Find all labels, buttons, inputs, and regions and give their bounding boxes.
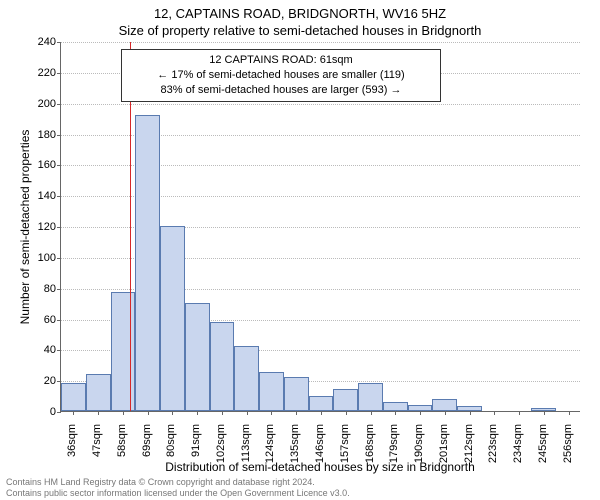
legend-line1: 12 CAPTAINS ROAD: 61sqm [128,53,434,68]
y-tick-mark [57,320,61,321]
y-tick-label: 220 [16,67,56,79]
x-tick-label: 124sqm [264,424,276,474]
histogram-bar [111,292,136,411]
histogram-bar [284,377,309,411]
x-tick-mark [371,411,372,415]
y-tick-label: 160 [16,159,56,171]
legend-box: 12 CAPTAINS ROAD: 61sqm← 17% of semi-det… [121,49,441,102]
histogram-bar [358,383,383,411]
x-tick-label: 135sqm [289,424,301,474]
y-tick-mark [57,258,61,259]
histogram-bar [333,389,358,411]
histogram-bar [210,322,235,411]
gridline [61,104,580,105]
x-tick-mark [172,411,173,415]
chart-title-line2: Size of property relative to semi-detach… [0,23,600,38]
y-tick-mark [57,381,61,382]
histogram-bar [259,372,284,411]
footer-line2: Contains public sector information licen… [6,488,350,498]
x-tick-mark [222,411,223,415]
x-tick-label: 168sqm [364,424,376,474]
x-tick-label: 223sqm [487,424,499,474]
histogram-bar [160,226,185,411]
y-tick-label: 200 [16,98,56,110]
y-tick-mark [57,289,61,290]
y-tick-mark [57,165,61,166]
x-tick-mark [470,411,471,415]
chart-title-line1: 12, CAPTAINS ROAD, BRIDGNORTH, WV16 5HZ [0,6,600,21]
x-tick-mark [494,411,495,415]
plot-area: 12 CAPTAINS ROAD: 61sqm← 17% of semi-det… [60,42,580,412]
histogram-bar [185,303,210,411]
x-tick-label: 245sqm [537,424,549,474]
x-tick-mark [321,411,322,415]
x-tick-label: 212sqm [463,424,475,474]
y-tick-mark [57,135,61,136]
footer-attribution: Contains HM Land Registry data © Crown c… [6,477,594,498]
y-tick-label: 180 [16,129,56,141]
x-tick-label: 157sqm [339,424,351,474]
x-tick-label: 102sqm [215,424,227,474]
y-tick-label: 100 [16,252,56,264]
x-tick-mark [271,411,272,415]
chart-container: 12, CAPTAINS ROAD, BRIDGNORTH, WV16 5HZ … [0,0,600,500]
x-tick-mark [544,411,545,415]
legend-line2: ← 17% of semi-detached houses are smalle… [128,68,434,83]
y-tick-label: 80 [16,283,56,295]
x-tick-mark [420,411,421,415]
y-tick-mark [57,350,61,351]
y-tick-label: 0 [16,406,56,418]
x-tick-label: 256sqm [562,424,574,474]
y-tick-mark [57,73,61,74]
x-tick-label: 47sqm [91,424,103,474]
x-tick-mark [519,411,520,415]
x-tick-label: 179sqm [388,424,400,474]
x-tick-mark [296,411,297,415]
x-tick-label: 234sqm [512,424,524,474]
y-tick-mark [57,104,61,105]
y-tick-label: 120 [16,221,56,233]
x-tick-mark [98,411,99,415]
y-tick-label: 20 [16,375,56,387]
gridline [61,42,580,43]
y-tick-mark [57,227,61,228]
x-tick-label: 58sqm [116,424,128,474]
x-tick-label: 113sqm [240,424,252,474]
x-tick-mark [197,411,198,415]
histogram-bar [135,115,160,411]
x-tick-label: 91sqm [190,424,202,474]
y-tick-mark [57,196,61,197]
legend-line3: 83% of semi-detached houses are larger (… [128,83,434,98]
histogram-bar [234,346,259,411]
y-tick-label: 140 [16,190,56,202]
x-tick-label: 69sqm [141,424,153,474]
histogram-bar [383,402,408,411]
histogram-bar [432,399,457,411]
footer-line1: Contains HM Land Registry data © Crown c… [6,477,315,487]
x-tick-label: 80sqm [165,424,177,474]
histogram-bar [61,383,86,411]
x-tick-mark [247,411,248,415]
y-tick-label: 60 [16,314,56,326]
y-tick-label: 240 [16,36,56,48]
x-tick-label: 146sqm [314,424,326,474]
x-tick-mark [346,411,347,415]
x-tick-mark [395,411,396,415]
x-tick-mark [445,411,446,415]
histogram-bar [86,374,111,411]
x-tick-mark [123,411,124,415]
y-tick-mark [57,412,61,413]
y-tick-mark [57,42,61,43]
histogram-bar [309,396,334,411]
x-tick-label: 201sqm [438,424,450,474]
x-tick-mark [73,411,74,415]
x-tick-label: 190sqm [413,424,425,474]
x-tick-mark [569,411,570,415]
x-tick-label: 36sqm [66,424,78,474]
y-tick-label: 40 [16,344,56,356]
x-tick-mark [148,411,149,415]
